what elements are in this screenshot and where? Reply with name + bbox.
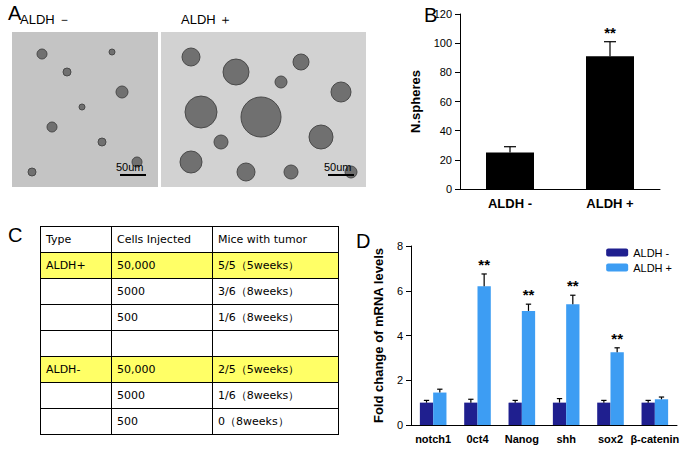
html-text:Mice with tumor: Mice with tumor [218,233,307,246]
html-text:1/6（8weeks）: 1/6（8weeks） [218,389,300,402]
svg-text:ALDH ＋: ALDH ＋ [181,12,232,27]
svg-text:120: 120 [433,8,452,20]
html-text:50,000: 50,000 [117,259,156,272]
html-text:Type: Type [46,233,72,246]
html-text:B: B [424,4,438,26]
svg-text:0: 0 [446,183,452,195]
svg-text:ALDH +: ALDH + [586,196,634,211]
html-text:5000: 5000 [117,285,145,298]
svg-text:**: ** [567,277,579,294]
svg-text:2: 2 [397,374,403,386]
svg-text:100: 100 [434,37,452,49]
svg-text:ALDH －: ALDH － [20,12,71,27]
svg-text:Nanog: Nanog [505,433,539,445]
svg-text:β-catenin: β-catenin [630,433,679,445]
svg-text:ALDH +: ALDH + [633,262,672,274]
svg-text:20: 20 [440,154,452,166]
svg-text:50um: 50um [116,161,144,173]
svg-text:**: ** [604,24,616,41]
svg-text:4: 4 [397,330,403,342]
svg-text:notch1: notch1 [415,433,451,445]
svg-text:60: 60 [440,96,452,108]
html-text:3/6（8weeks）: 3/6（8weeks） [218,285,300,298]
svg-text:50um: 50um [324,161,352,173]
svg-text:**: ** [611,330,623,347]
svg-text:ALDH -: ALDH - [488,196,532,211]
svg-text:**: ** [523,286,535,303]
svg-text:N.spheres: N.spheres [408,70,423,133]
html-text:ALDH+: ALDH+ [46,259,86,272]
html-text:D: D [356,230,371,252]
svg-text:0ct4: 0ct4 [466,433,489,445]
html-text:5000: 5000 [117,389,145,402]
svg-text:Fold change of mRNA levels: Fold change of mRNA levels [371,248,386,423]
svg-text:shh: shh [556,433,576,445]
html-text:C: C [8,224,23,246]
svg-text:0: 0 [397,419,403,431]
svg-text:6: 6 [397,285,403,297]
html-text:1/6（8weeks）: 1/6（8weeks） [218,311,300,324]
html-text:5/5（5weeks）: 5/5（5weeks） [218,259,300,272]
html-text:2/5（5weeks）: 2/5（5weeks） [218,363,300,376]
svg-text:40: 40 [440,125,452,137]
html-text:Cells Injected: Cells Injected [117,233,191,246]
html-text:A: A [8,2,22,24]
svg-text:80: 80 [440,66,452,78]
svg-text:**: ** [478,256,490,273]
svg-text:8: 8 [397,240,403,252]
html-text:ALDH-: ALDH- [46,363,81,376]
html-text:500: 500 [117,311,138,324]
svg-text:sox2: sox2 [598,433,623,445]
html-text:50,000: 50,000 [117,363,156,376]
html-text:0（8weeks）: 0（8weeks） [218,415,289,428]
html-text:500: 500 [117,415,138,428]
svg-text:ALDH -: ALDH - [633,247,669,259]
